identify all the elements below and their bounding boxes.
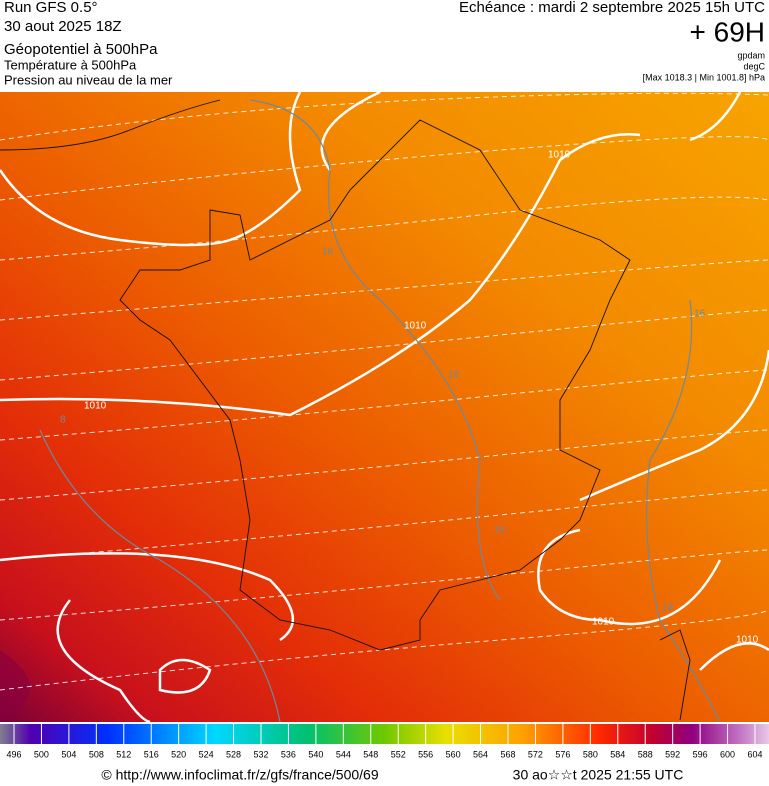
colorbar-label: 592 [665, 749, 680, 759]
colorbar-label: 516 [144, 749, 159, 759]
colorbar-labels: 496 500 504 508 512 516 520 524 528 532 536 540 544 5… [6, 724, 763, 759]
field: Pression au niveau de la mer [4, 72, 173, 87]
colorbar-label: 528 [226, 749, 241, 759]
colorbar-label: 532 [253, 749, 268, 759]
isotherms [0, 92, 769, 691]
cold-core [0, 650, 30, 722]
colorbar-label: 560 [446, 749, 461, 759]
colorbar-label: 568 [500, 749, 515, 759]
field: Température à 500hPa [4, 57, 137, 72]
colorbar-label: 604 [747, 749, 762, 759]
colorbar-label: 548 [363, 749, 378, 759]
colorbar-label: 512 [116, 749, 131, 759]
contour-label: 16 [322, 247, 334, 258]
temperature-field [0, 92, 769, 722]
contour-label: 16 [694, 309, 706, 320]
colorbar-label: 584 [610, 749, 625, 759]
colorbar-label: 540 [308, 749, 323, 759]
contour-label: 1010 [548, 150, 571, 161]
colorbar-label: 508 [89, 749, 104, 759]
contour-label: 1010 [592, 617, 615, 628]
colorbar-label: 536 [281, 749, 296, 759]
colorbar-label: 544 [336, 749, 351, 759]
header: Run GFS 0.5° 30 aout 2025 18Z Géopotenti… [4, 0, 766, 87]
coastline [0, 99, 691, 721]
contour-label: 16 [662, 603, 674, 614]
unit: degC [743, 61, 765, 71]
unit: gpdam [737, 50, 765, 60]
contour-label: 1010 [84, 401, 107, 412]
colorbar-label: 596 [693, 749, 708, 759]
echeance: Echéance : mardi 2 septembre 2025 15h UT… [459, 0, 765, 16]
contour-labels: 1010 1010 1010 1010 1010 16 16 16 16 16 … [60, 150, 759, 646]
colorbar-label: 588 [638, 749, 653, 759]
offset: + 69H [690, 16, 766, 47]
colorbar-label: 564 [473, 749, 488, 759]
colorbar-label: 500 [34, 749, 49, 759]
field: Géopotentiel à 500hPa [4, 41, 158, 58]
colorbar-label: 580 [583, 749, 598, 759]
source-url: © http://www.infoclimat.fr/z/gfs/france/… [101, 767, 378, 783]
colorbar-label: 556 [418, 749, 433, 759]
colorbar [0, 724, 769, 744]
colorbar-label: 572 [528, 749, 543, 759]
run-date: 30 aout 2025 18Z [4, 18, 122, 35]
timestamp: 30 ao☆☆t 2025 21:55 UTC [513, 767, 684, 783]
contour-label: 8 [60, 415, 66, 426]
map: 1010 1010 1010 1010 1010 16 16 16 16 16 … [0, 92, 769, 722]
colorbar-label: 576 [555, 749, 570, 759]
colorbar-label: 496 [6, 749, 21, 759]
contour-label: 1010 [404, 321, 427, 332]
colorbar-label: 600 [720, 749, 735, 759]
colorbar-label: 520 [171, 749, 186, 759]
colorbar-label: 524 [199, 749, 214, 759]
contour-label: 1010 [736, 635, 759, 646]
run: Run GFS 0.5° [4, 0, 98, 16]
pressure-range: [Max 1018.3 | Min 1001.8] hPa [643, 72, 765, 82]
colorbar-label: 504 [61, 749, 76, 759]
colorbar-label: 552 [391, 749, 406, 759]
contour-label: 16 [494, 525, 506, 536]
isobars [0, 92, 769, 722]
contour-label: 16 [448, 370, 460, 381]
geopotential [39, 99, 721, 722]
